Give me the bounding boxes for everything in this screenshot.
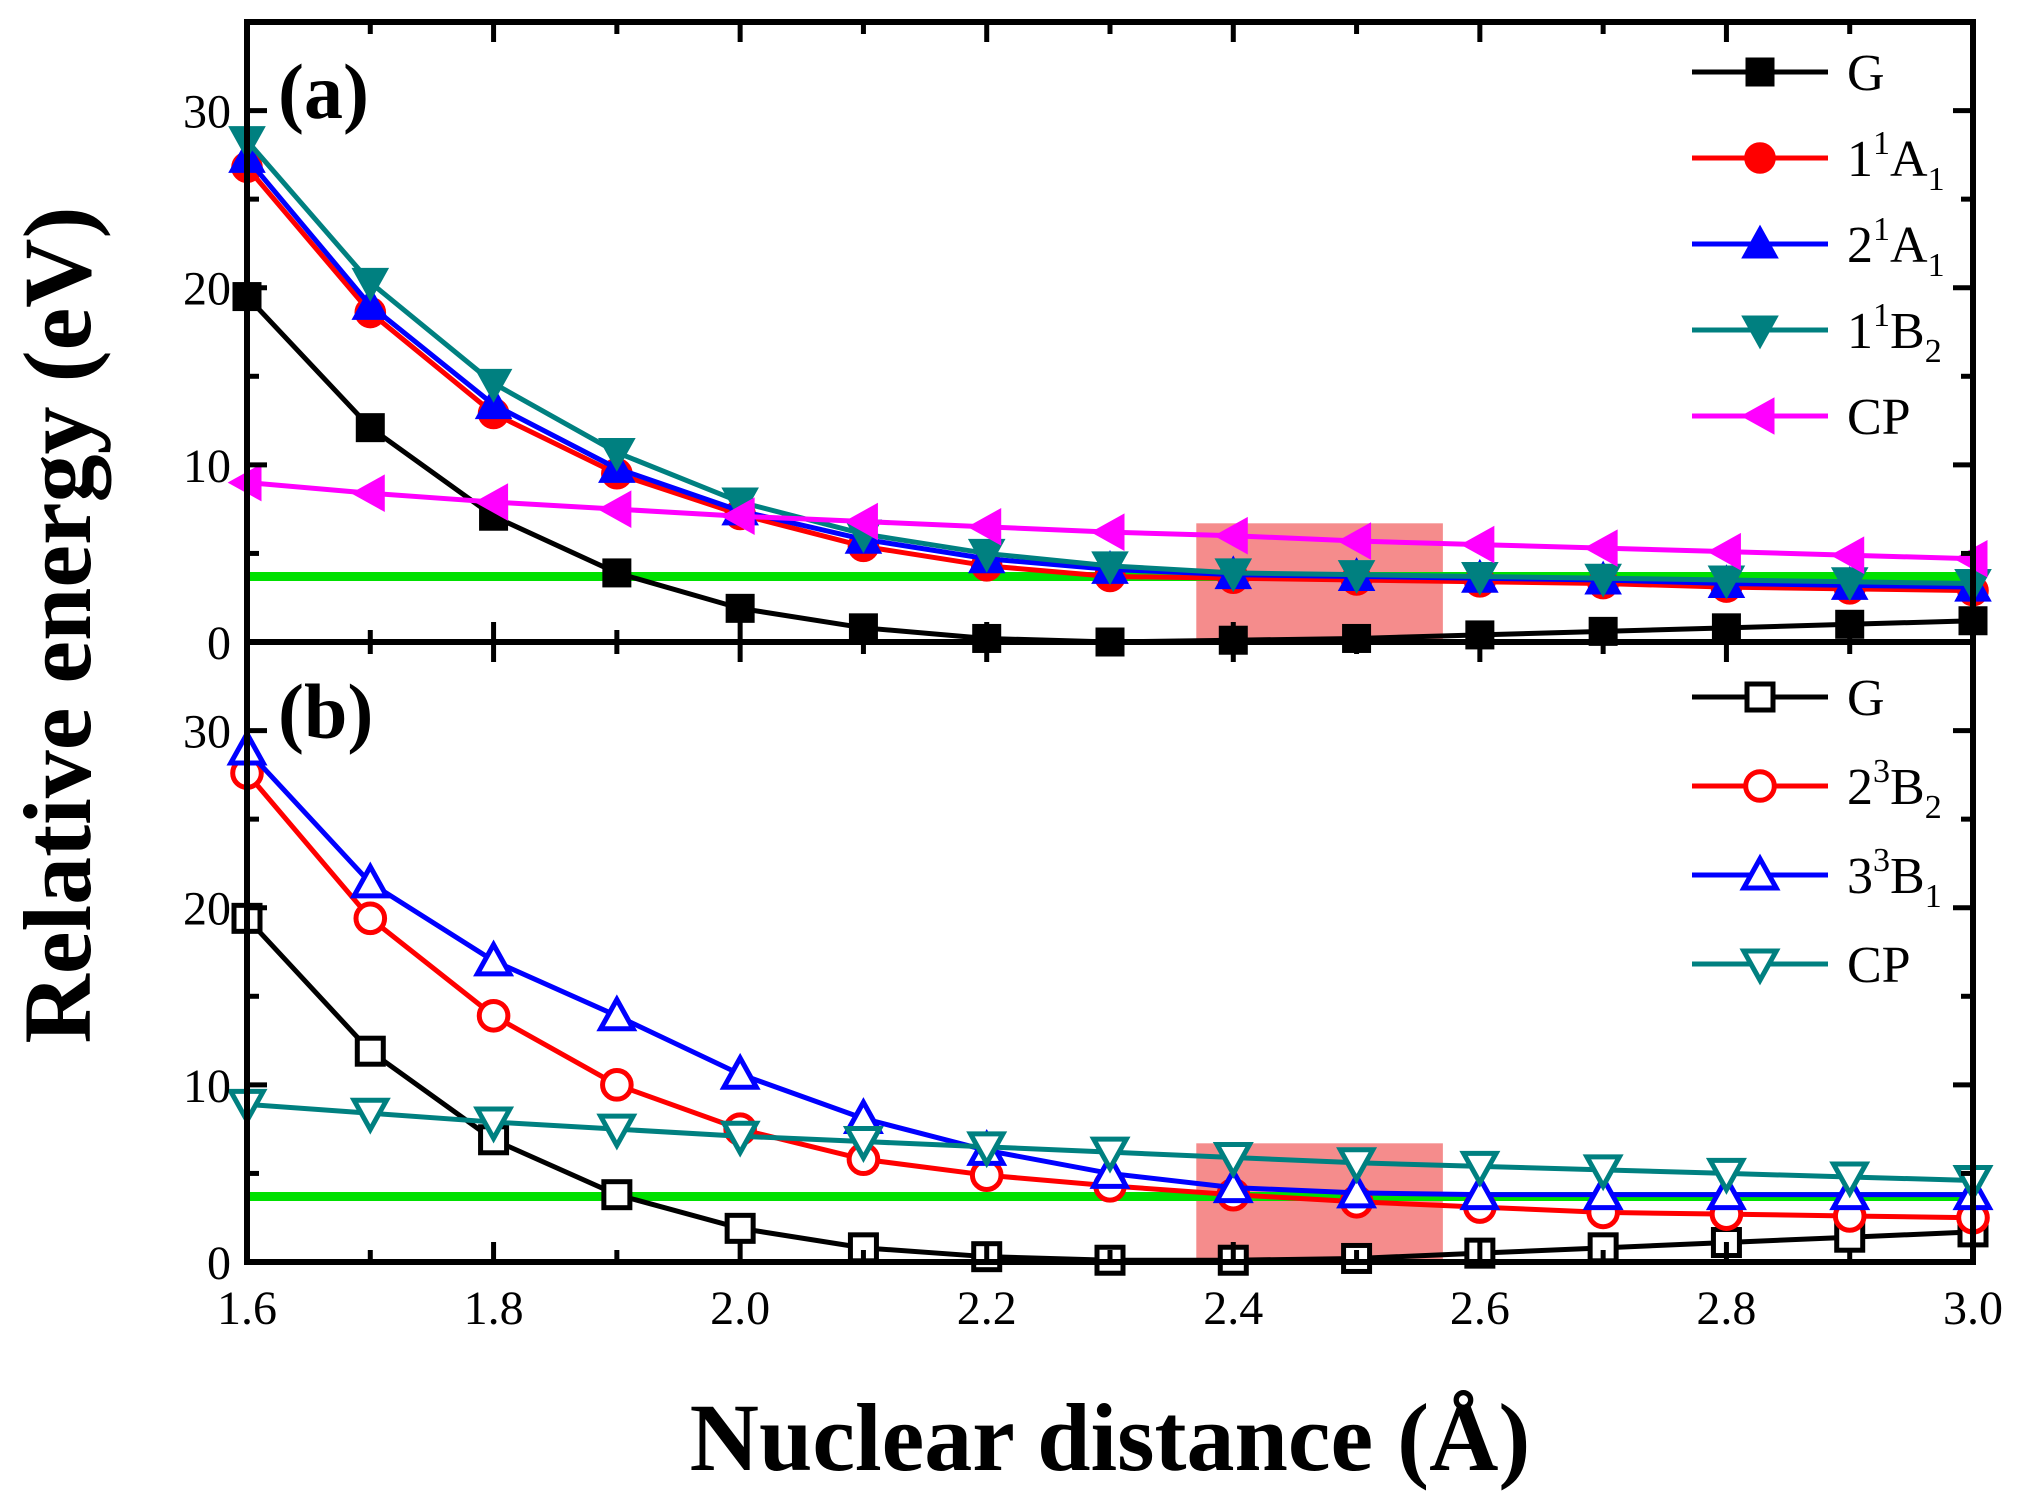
x-tick-label: 2.0 (710, 1282, 770, 1335)
panel-b-legend-2-marker (1739, 853, 1781, 891)
panel-b-series-3-point (1089, 1136, 1131, 1174)
panel-a-series-3-point (1337, 560, 1376, 595)
panel-b-legend-3-label: CP (1847, 937, 1911, 994)
panel-b-series-1-point (353, 901, 388, 936)
panel-a-series-4-point (844, 502, 878, 541)
panel-a-legend-3-marker (1741, 315, 1779, 350)
panel-a-legend-1-label: 11A1 (1847, 125, 1945, 198)
chart-series (226, 126, 1994, 1276)
panel-a-series-3-point (1584, 563, 1622, 598)
panel-b-label: (b) (278, 668, 373, 755)
panel-a-legend-4-marker (1740, 397, 1775, 435)
panel-a-series-4-point (1707, 532, 1741, 571)
panel-b-legend-3-marker (1739, 948, 1781, 986)
panel-a-y-tick-label: 30 (183, 86, 231, 139)
panel-a-series-3-point (598, 437, 636, 472)
panel-a-series-4-point (1337, 522, 1372, 560)
panel-a-series-3-point (967, 538, 1006, 573)
panel-a-series-4-point (1460, 525, 1495, 564)
panel-a-series-4-point (720, 497, 755, 536)
panel-a-legend-0-marker (1745, 57, 1775, 87)
panel-b-series-3-point (473, 1106, 515, 1144)
panel-b-series-3-point (596, 1113, 638, 1151)
panel-a-series-3-point (1214, 558, 1253, 593)
panel-b-series-3-point (1705, 1157, 1747, 1195)
x-tick-label: 2.2 (957, 1282, 1017, 1335)
panel-a-series-3-point (474, 368, 513, 403)
panel-a-series-3-point (1091, 551, 1129, 586)
panel-a-series-0-point (602, 558, 632, 588)
panel-b-series-2-point (473, 939, 515, 977)
panel-b-series-3-point (1459, 1150, 1501, 1188)
panel-b-series-2-point (1212, 1166, 1254, 1204)
panel-b-series-3-point (966, 1131, 1008, 1169)
panel-a-series-4-point (1213, 516, 1248, 555)
panel-a-series-4-point (597, 490, 632, 528)
panel-a-series-3-point (1461, 561, 1499, 596)
panel-b-series-2-point (1459, 1173, 1501, 1211)
panel-a-y-tick-label: 20 (183, 263, 231, 316)
panel-b-series-3-point (349, 1097, 391, 1135)
panel-b-legend-2-label: 33B1 (1847, 842, 1942, 915)
panel-a-y-tick-label: 0 (207, 617, 231, 670)
panel-b-series-2-point (1336, 1171, 1378, 1209)
panel-b-series-0-point (724, 1212, 756, 1244)
panel-a-series-0-point (355, 413, 385, 443)
panel-a-series-4-point (1583, 529, 1618, 567)
panel-b-y-tick-label: 0 (207, 1237, 231, 1290)
panel-b-y-tick-label: 30 (183, 706, 231, 759)
panel-b-series-0-point (601, 1179, 633, 1211)
x-tick-label: 2.4 (1203, 1282, 1263, 1335)
panel-a-legend-3-label: 11B2 (1847, 297, 1942, 370)
panel-a-label: (a) (278, 48, 369, 135)
panel-b-legend-1-marker (1743, 769, 1777, 803)
x-tick-label: 3.0 (1943, 1282, 2003, 1335)
panel-a-legend-2-marker (1741, 224, 1779, 259)
chart-legends: G 11A1 21A1 11B2 CP G 23B2 33B1 CP (1692, 45, 1945, 994)
panel-a-series-4-point (967, 508, 1002, 546)
panel-b-series-2-point (349, 861, 391, 899)
panel-b-legend-1-label: 23B2 (1847, 753, 1942, 826)
panel-a-y-tick-label: 10 (183, 440, 231, 493)
panel-a-series-4-point (350, 474, 385, 512)
panel-a-legend-1-marker (1744, 142, 1776, 174)
panel-a-series-3-point (1830, 567, 1869, 602)
panel-b-series-3-point (1212, 1141, 1254, 1179)
panel-a-series-2-point (351, 286, 390, 320)
panel-b-series-3-point (1336, 1147, 1378, 1185)
panel-b-series-1-point (600, 1068, 634, 1102)
chart-ticks: 0 10 20 30 1.6 1.8 2.0 2.2 2.4 2.6 2.8 3.0 0 10 20 30 (183, 19, 2003, 1335)
panel-a-series-4-point (1090, 513, 1125, 551)
panel-b-legend-0-label: G (1847, 670, 1885, 727)
panel-b-legend-0-marker (1744, 681, 1776, 713)
panel-b-y-tick-label: 20 (183, 883, 231, 936)
y-axis-title: Relative energy (eV) (4, 207, 111, 1044)
x-tick-label: 1.8 (464, 1282, 524, 1335)
panel-a-legend-0-label: G (1847, 45, 1885, 102)
x-tick-label: 1.6 (217, 1282, 277, 1335)
panel-b-series-1-point (476, 998, 511, 1033)
panel-b-series-2-point (596, 994, 638, 1032)
x-axis-title: Nuclear distance (Å) (690, 1384, 1531, 1491)
panel-a-series-0-point (725, 593, 755, 623)
panel-b-y-tick-label: 10 (183, 1060, 231, 1113)
panel-b-series-3-point (842, 1126, 884, 1163)
panel-a-series-4-point (1830, 536, 1865, 574)
panel-a-legend-2-label: 21A1 (1847, 211, 1945, 284)
panel-b-series-3-point (1829, 1161, 1871, 1199)
x-tick-label: 2.6 (1450, 1282, 1510, 1335)
panel-a-series-3-point (351, 267, 390, 302)
panel-b-series-0-point (354, 1035, 386, 1067)
panel-a-series-2-point (474, 385, 513, 420)
panel-a-series-3-point (1707, 565, 1746, 600)
panel-b-series-2-point (719, 1052, 761, 1090)
panel-a-series-4-point (474, 483, 509, 521)
panel-b-series-3-point (1582, 1154, 1624, 1192)
panel-b-series-0-point (1341, 1242, 1373, 1274)
x-tick-label: 2.8 (1696, 1282, 1756, 1335)
panel-b-series-3-point (719, 1120, 761, 1158)
panel-a-legend-4-label: CP (1847, 389, 1911, 446)
panel-b-series-2-point (1582, 1173, 1624, 1211)
